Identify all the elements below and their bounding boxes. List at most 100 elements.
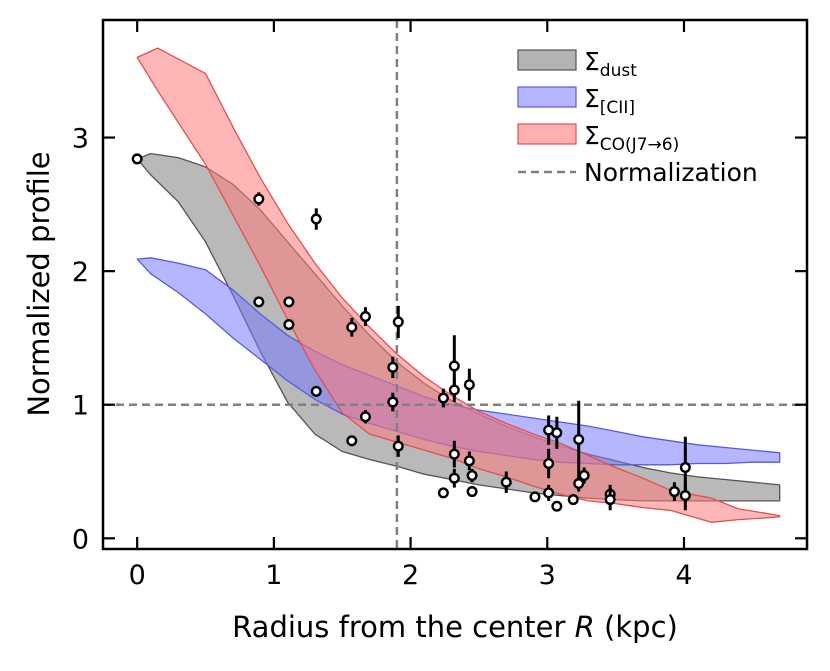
- point-marker: [437, 392, 449, 404]
- data-point-1: [253, 192, 265, 206]
- data-point-2: [253, 296, 265, 308]
- y-tick-label: 1: [72, 391, 89, 422]
- x-tick-label: 2: [402, 560, 419, 591]
- point-marker: [283, 296, 295, 308]
- point-marker: [448, 472, 460, 484]
- data-point-6: [310, 385, 322, 397]
- legend-label-dust: Σdust: [584, 47, 637, 81]
- point-marker: [573, 433, 585, 445]
- legend-label-normalization: Normalization: [584, 158, 758, 187]
- x-axis-label-suffix: (kpc): [595, 610, 678, 644]
- y-tick-label: 2: [72, 257, 89, 288]
- point-marker: [253, 193, 265, 205]
- x-axis-label-prefix: Radius from the center: [232, 610, 575, 644]
- y-axis-label: Normalized profile: [22, 151, 56, 416]
- point-marker: [679, 462, 691, 474]
- point-marker: [543, 458, 555, 470]
- point-marker: [573, 478, 585, 490]
- data-point-3: [283, 296, 295, 308]
- data-point-29: [543, 484, 555, 501]
- point-marker: [448, 384, 460, 396]
- legend-label-co-main: Σ: [584, 121, 600, 150]
- point-marker: [392, 440, 404, 452]
- x-axis-ticks: 0 1 2 3 4: [129, 20, 693, 591]
- point-marker: [668, 486, 680, 498]
- legend-label-cii: Σ[CII]: [584, 84, 635, 118]
- legend-label-co-sub: CO(J7→6): [600, 135, 679, 155]
- point-marker: [437, 487, 449, 499]
- x-tick-label: 1: [265, 560, 282, 591]
- data-point-28: [543, 448, 555, 479]
- data-point-11: [387, 356, 399, 379]
- point-marker: [387, 396, 399, 408]
- data-point-24: [466, 486, 478, 498]
- legend: Σdust Σ[CII] ΣCO(J7→6) Normalization: [517, 47, 758, 187]
- data-point-25: [500, 471, 512, 493]
- data-point-8: [346, 435, 358, 447]
- x-tick-label: 0: [129, 560, 146, 591]
- data-point-10: [359, 410, 371, 424]
- point-marker: [567, 494, 579, 506]
- legend-swatch-cii: [517, 86, 577, 108]
- point-marker: [448, 448, 460, 460]
- legend-swatch-dust: [517, 49, 577, 71]
- data-point-9: [359, 307, 371, 326]
- point-marker: [359, 411, 371, 423]
- x-axis-label: Radius from the center R (kpc): [232, 610, 678, 644]
- point-marker: [131, 153, 143, 165]
- data-point-22: [463, 451, 475, 471]
- y-tick-label: 0: [72, 524, 89, 555]
- x-tick-label: 3: [539, 560, 556, 591]
- data-point-7: [346, 317, 358, 337]
- y-axis-ticks: 0 1 2 3: [72, 124, 807, 555]
- point-marker: [551, 500, 563, 512]
- data-point-33: [573, 400, 585, 479]
- data-point-0: [131, 153, 143, 165]
- data-point-19: [448, 440, 460, 468]
- data-point-39: [679, 436, 691, 499]
- point-marker: [543, 487, 555, 499]
- data-point-40: [679, 480, 691, 511]
- point-marker: [448, 360, 460, 372]
- data-point-5: [310, 208, 322, 230]
- point-marker: [529, 491, 541, 503]
- legend-label-dust-sub: dust: [600, 61, 637, 81]
- data-point-26: [529, 491, 541, 503]
- data-point-13: [392, 305, 404, 338]
- legend-label-dust-main: Σ: [584, 47, 600, 76]
- data-point-18: [448, 378, 460, 403]
- data-point-23: [466, 468, 478, 483]
- x-tick-label: 4: [675, 560, 692, 591]
- data-point-31: [551, 500, 563, 512]
- point-marker: [466, 486, 478, 498]
- data-point-12: [387, 392, 399, 412]
- point-marker: [466, 470, 478, 482]
- point-marker: [604, 494, 616, 506]
- y-tick-label: 3: [72, 124, 89, 155]
- legend-label-cii-main: Σ: [584, 84, 600, 113]
- point-marker: [359, 311, 371, 323]
- point-marker: [346, 321, 358, 333]
- legend-swatch-co: [517, 123, 577, 145]
- band-CO: [136, 47, 781, 523]
- point-marker: [463, 379, 475, 391]
- data-point-16: [437, 487, 449, 499]
- data-point-35: [578, 467, 590, 484]
- plot-frame: [101, 18, 809, 551]
- data-point-30: [551, 416, 563, 449]
- legend-label-co: ΣCO(J7→6): [584, 121, 679, 155]
- legend-label-cii-sub: [CII]: [600, 98, 635, 118]
- point-marker: [392, 316, 404, 328]
- point-marker: [283, 319, 295, 331]
- point-marker: [463, 455, 475, 467]
- data-point-4: [283, 319, 295, 331]
- point-marker: [310, 385, 322, 397]
- point-marker: [253, 296, 265, 308]
- data-point-32: [567, 494, 579, 506]
- data-point-37: [604, 488, 616, 511]
- bands-layer: [136, 47, 781, 523]
- data-point-20: [448, 468, 460, 488]
- point-marker: [578, 470, 590, 482]
